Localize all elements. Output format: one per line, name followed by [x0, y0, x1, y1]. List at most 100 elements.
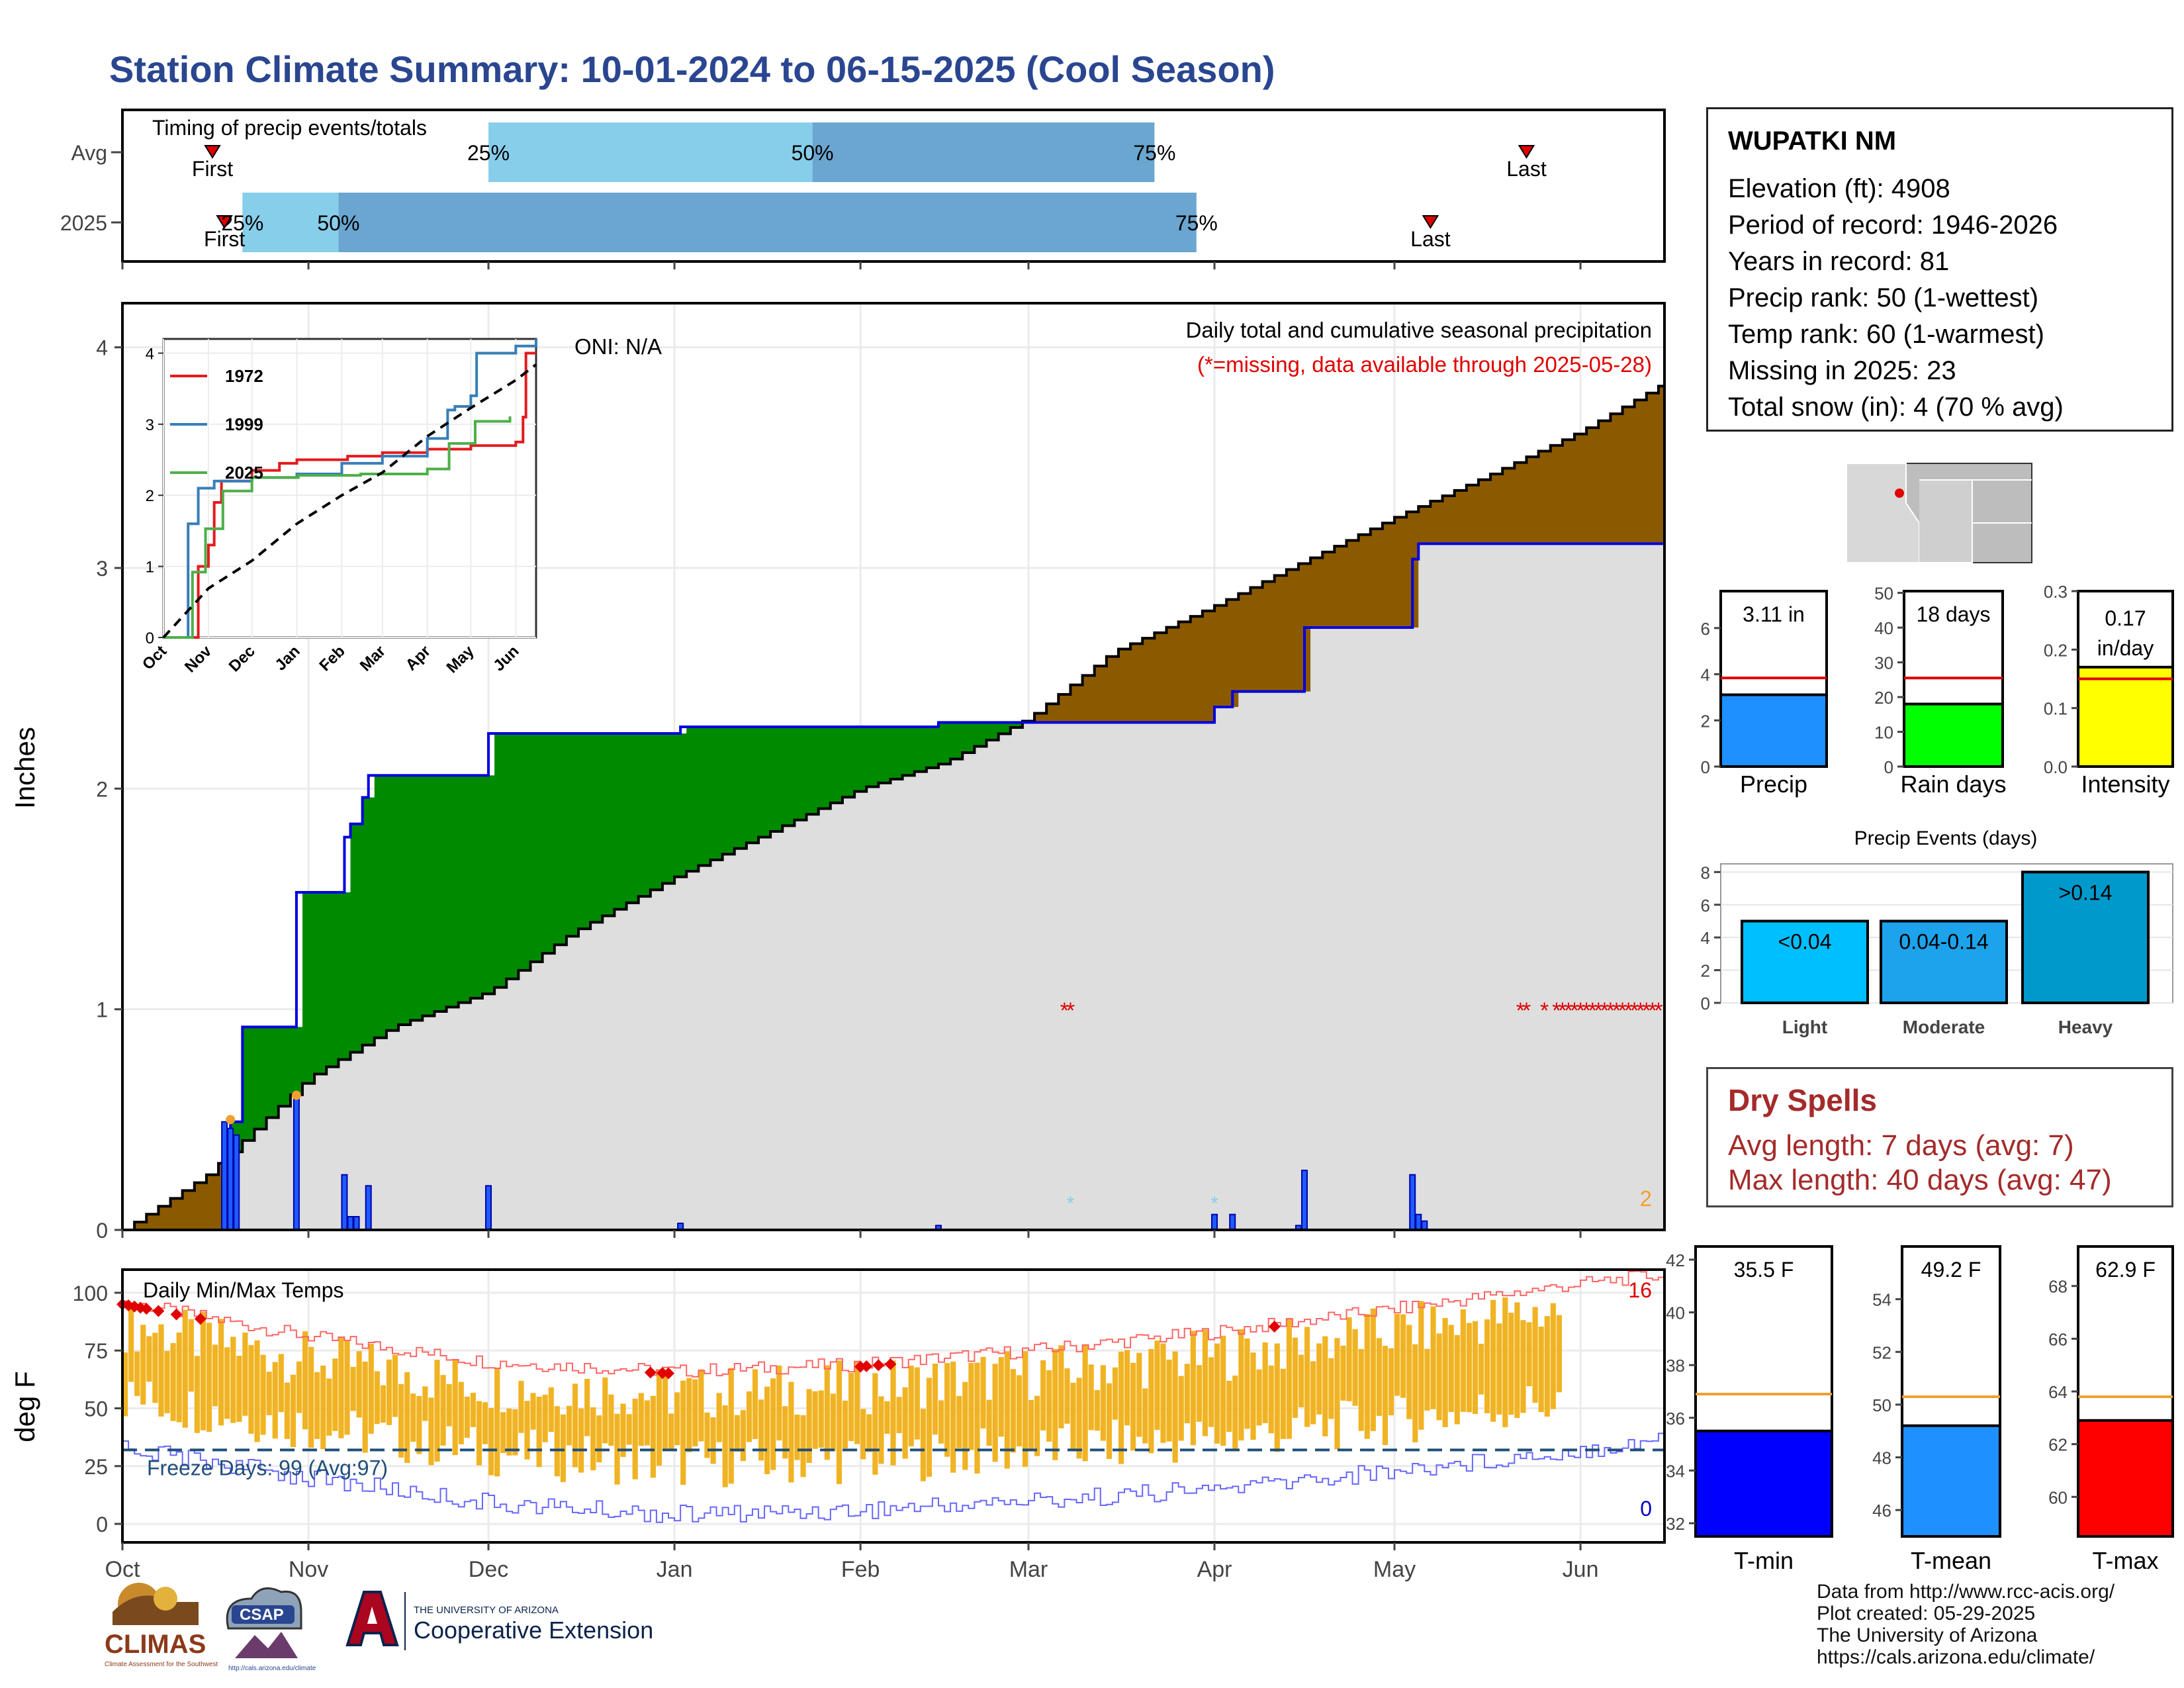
credit-plot-created: Plot created: 05-29-2025	[1817, 1603, 2036, 1624]
gauge-y-tick-label: 40	[1666, 1303, 1685, 1323]
daily-temp-bar	[608, 1394, 614, 1446]
daily-temp-bar	[344, 1340, 350, 1435]
daily-temp-bar	[458, 1382, 464, 1444]
daily-temp-bar	[1166, 1359, 1172, 1442]
daily-temp-bar	[632, 1399, 638, 1479]
daily-temp-bar	[740, 1410, 746, 1462]
temp-y-axis-label: deg F	[9, 1371, 40, 1442]
daily-temp-bar	[482, 1402, 488, 1444]
gauge-value-bar	[1901, 1424, 2001, 1538]
missing-day-marker: *	[1066, 998, 1075, 1023]
events-x-tick-label: Moderate	[1903, 1017, 1985, 1037]
daily-temp-bar	[1346, 1317, 1352, 1401]
daily-temp-bar	[572, 1383, 578, 1468]
daily-temp-bar	[1058, 1345, 1064, 1429]
gauge-y-tick-label: 62	[2048, 1435, 2068, 1455]
daily-temp-bar	[980, 1356, 986, 1429]
daily-temp-bar	[1472, 1321, 1479, 1415]
daily-temp-bar	[698, 1369, 704, 1442]
daily-temp-bar	[836, 1360, 842, 1484]
gauge-category-label: T-mean	[1911, 1547, 1991, 1574]
events-title: Precip Events (days)	[1854, 827, 2038, 849]
station-snow: Total snow (in): 4 (70 % avg)	[1728, 393, 2064, 422]
daily-temp-bar	[1334, 1338, 1340, 1450]
daily-temp-bar	[338, 1336, 344, 1438]
temp-title: Daily Min/Max Temps	[143, 1278, 343, 1302]
daily-temp-bar	[1136, 1352, 1142, 1437]
daily-temp-bar	[446, 1383, 452, 1427]
dry-spells-avg: Avg length: 7 days (avg: 7)	[1728, 1129, 2074, 1162]
daily-temp-bar	[1544, 1316, 1550, 1417]
timing-marker	[1422, 215, 1439, 229]
daily-temp-bar	[1094, 1389, 1100, 1431]
missing-day-marker: *	[1588, 998, 1597, 1023]
daily-temp-bar	[1064, 1368, 1070, 1424]
daily-temp-bar	[1250, 1352, 1256, 1440]
daily-temp-bar	[332, 1358, 338, 1431]
gauge-y-tick-label: 68	[2048, 1277, 2068, 1297]
daily-temp-bar	[464, 1396, 470, 1438]
daily-temp-bar	[1496, 1323, 1502, 1415]
daily-temp-bar	[506, 1408, 512, 1456]
daily-temp-bar	[1310, 1361, 1316, 1425]
temp-x-tick-label: May	[1373, 1557, 1416, 1582]
station-info-box: WUPATKI NM Elevation (ft): 4908 Period o…	[1706, 107, 2173, 432]
daily-precip-bar	[233, 1134, 240, 1231]
gauge-value-bar	[1694, 1429, 1833, 1538]
gauge-y-tick-label: 20	[1874, 688, 1893, 708]
daily-temp-bar	[1370, 1308, 1376, 1431]
gauge-y-tick-label: 40	[1874, 618, 1893, 638]
daily-temp-bar	[134, 1351, 140, 1396]
daily-temp-bar	[734, 1415, 740, 1452]
daily-temp-bar	[1466, 1323, 1472, 1413]
daily-temp-bar	[428, 1397, 434, 1466]
daily-temp-bar	[1268, 1365, 1274, 1434]
gauge-y-tick-label: 60	[2048, 1487, 2068, 1507]
daily-temp-bar	[1400, 1314, 1406, 1398]
inset-y-tick-label: 2	[146, 487, 154, 505]
daily-temp-bar	[956, 1395, 962, 1448]
daily-temp-bar	[1412, 1344, 1418, 1442]
daily-temp-bar	[686, 1378, 692, 1452]
timing-marker-label: Last	[1410, 227, 1451, 251]
gauge-y-tick-label: 36	[1666, 1409, 1685, 1429]
daily-temp-bar	[1076, 1378, 1082, 1459]
timing-bar-q1	[242, 193, 339, 252]
daily-temp-bar	[1208, 1357, 1214, 1427]
daily-temp-bar	[1298, 1354, 1304, 1407]
gauge-y-tick-label: 52	[1872, 1342, 1891, 1362]
ua-logo-top-text: THE UNIVERSITY OF ARIZONA	[414, 1605, 559, 1616]
gauge-y-tick-label: 48	[1872, 1448, 1891, 1468]
daily-temp-bar	[1142, 1388, 1148, 1444]
daily-temp-bar	[824, 1365, 830, 1460]
timing-marker-label: 25%	[221, 211, 263, 235]
daily-temp-bar	[878, 1396, 884, 1464]
precip-y-axis-label: Inches	[9, 727, 40, 809]
daily-temp-bar	[842, 1400, 848, 1448]
inset-y-tick-label: 1	[146, 559, 154, 577]
daily-temp-bar	[518, 1380, 524, 1433]
temp-gauges: 35.5 F 32 34 36 38 40 42 T-min 49.2 F 46 48 50 52 54 T…	[1666, 1245, 2174, 1574]
daily-temp-bar	[206, 1323, 212, 1432]
daily-temp-bar	[1040, 1360, 1046, 1430]
daily-temp-bar	[650, 1395, 656, 1478]
daily-temp-bar	[320, 1365, 326, 1450]
daily-temp-bar	[908, 1366, 914, 1446]
precip-gauges: 3.11 in 0 2 4 6 Precip 18 days 0 10 20 30 40 50 Rain …	[1701, 582, 2174, 798]
logos: CLIMAS Climate Assessment for the Southw…	[105, 1583, 653, 1672]
daily-temp-bar	[974, 1362, 980, 1474]
daily-temp-bar	[188, 1319, 194, 1392]
daily-precip-bar	[485, 1185, 492, 1231]
daily-temp-bar	[1178, 1376, 1184, 1441]
daily-temp-bar	[362, 1361, 368, 1453]
events-y-tick-label: 2	[1701, 961, 1710, 981]
precip-y-tick-label: 3	[96, 557, 108, 581]
daily-temp-bar	[272, 1362, 278, 1439]
daily-temp-bar	[704, 1412, 710, 1458]
precip-chart: * *** ** * ******************01234InchesDail…	[9, 302, 1666, 1243]
observed-precip-line	[122, 542, 1664, 1231]
daily-temp-bar	[1556, 1315, 1562, 1393]
daily-temp-bar	[452, 1358, 458, 1456]
daily-temp-bar	[1490, 1299, 1496, 1422]
daily-temp-bar	[776, 1365, 782, 1441]
